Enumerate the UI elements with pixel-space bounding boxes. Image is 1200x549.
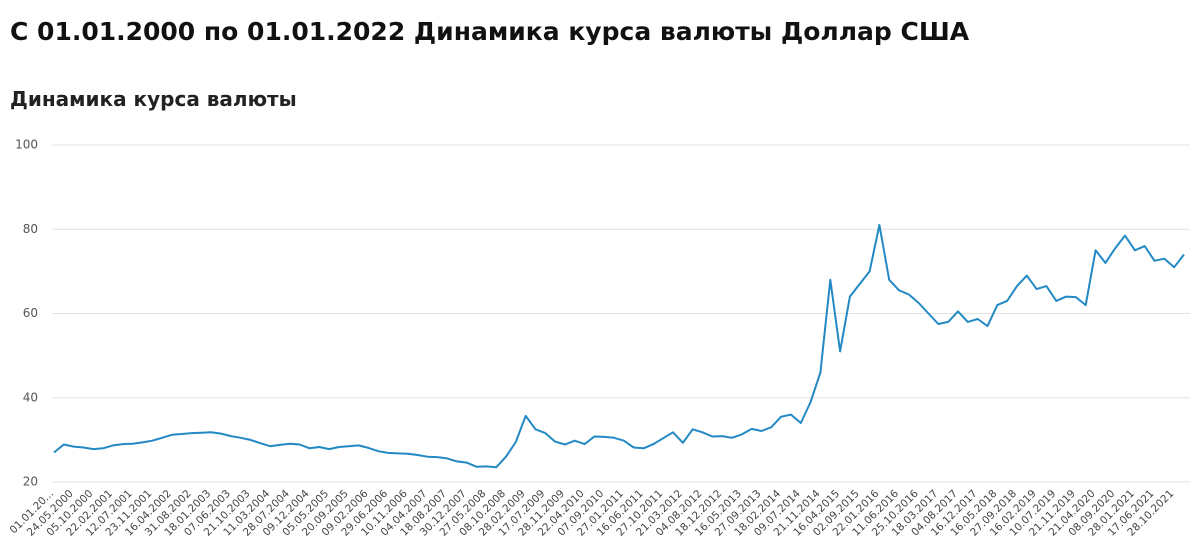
y-tick-label: 100: [15, 138, 38, 152]
data-line: [53, 224, 1185, 469]
y-tick-label: 60: [23, 306, 38, 320]
y-tick-label: 40: [23, 390, 38, 404]
y-tick-label: 80: [23, 222, 38, 236]
chart-title: С 01.01.2000 по 01.01.2022 Динамика курс…: [10, 17, 970, 46]
y-tick-label: 20: [23, 475, 38, 489]
chart-subtitle: Динамика курса валюты: [10, 87, 297, 111]
